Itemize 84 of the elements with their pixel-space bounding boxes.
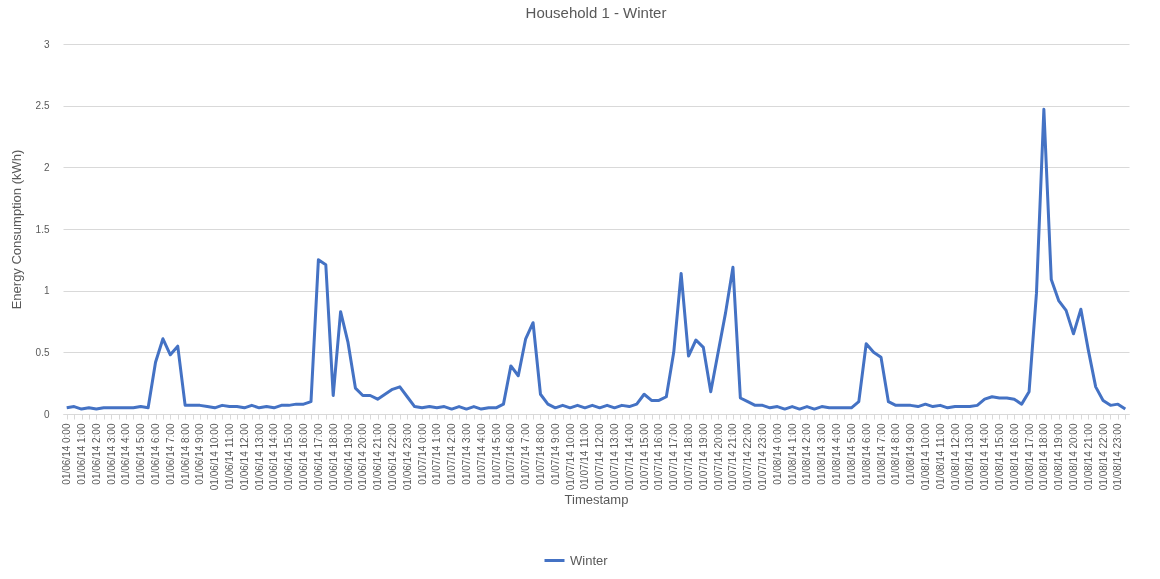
x-tick-label: 01/07/14 17:00 bbox=[668, 423, 680, 491]
x-tick-label: 01/06/14 23:00 bbox=[401, 423, 413, 491]
x-tick-label: 01/07/14 5:00 bbox=[490, 423, 502, 485]
x-tick-label: 01/07/14 2:00 bbox=[446, 423, 458, 485]
y-tick-label: 1 bbox=[43, 285, 50, 297]
x-tick-label: 01/07/14 19:00 bbox=[697, 423, 709, 491]
x-tick-label: 01/06/14 9:00 bbox=[194, 423, 206, 485]
x-tick-label: 01/08/14 6:00 bbox=[860, 423, 872, 485]
x-tick-label: 01/07/14 3:00 bbox=[460, 423, 472, 485]
x-tick-label: 01/07/14 15:00 bbox=[638, 423, 650, 491]
x-tick-label: 01/06/14 19:00 bbox=[342, 423, 354, 491]
x-tick-label: 01/08/14 7:00 bbox=[875, 423, 887, 485]
x-tick-label: 01/06/14 15:00 bbox=[283, 423, 295, 491]
x-tick-label: 01/06/14 16:00 bbox=[298, 423, 310, 491]
x-tick-label: 01/06/14 14:00 bbox=[268, 423, 280, 491]
legend-label: Winter bbox=[570, 552, 609, 568]
x-tick-label: 01/07/14 7:00 bbox=[520, 423, 532, 485]
x-tick-label: 01/07/14 10:00 bbox=[564, 423, 576, 491]
x-tick-label: 01/08/14 11:00 bbox=[934, 423, 946, 490]
x-tick-label: 01/07/14 1:00 bbox=[431, 423, 443, 485]
x-tick-label: 01/07/14 21:00 bbox=[727, 423, 739, 491]
x-tick-label: 01/07/14 22:00 bbox=[742, 423, 754, 491]
y-tick-label: 0 bbox=[43, 408, 50, 420]
x-tick-label: 01/06/14 1:00 bbox=[76, 423, 88, 485]
x-tick-label: 01/08/14 3:00 bbox=[816, 423, 828, 485]
x-tick-label: 01/06/14 7:00 bbox=[164, 423, 176, 485]
x-tick-label: 01/07/14 0:00 bbox=[416, 423, 428, 485]
x-tick-label: 01/07/14 11:00 bbox=[579, 423, 591, 490]
x-tick-label: 01/06/14 8:00 bbox=[179, 423, 191, 485]
x-tick-label: 01/08/14 22:00 bbox=[1097, 423, 1109, 491]
x-tick-label: 01/08/14 21:00 bbox=[1082, 423, 1094, 491]
x-tick-label: 01/06/14 6:00 bbox=[150, 423, 162, 485]
x-tick-label: 01/07/14 9:00 bbox=[549, 423, 561, 485]
x-tick-label: 01/07/14 20:00 bbox=[712, 423, 724, 491]
x-tick-label: 01/07/14 18:00 bbox=[683, 423, 695, 491]
x-tick-label: 01/08/14 4:00 bbox=[831, 423, 843, 485]
x-tick-label: 01/07/14 23:00 bbox=[757, 423, 769, 491]
x-tick-label: 01/08/14 8:00 bbox=[890, 423, 902, 485]
x-tick-label: 01/08/14 10:00 bbox=[919, 423, 931, 491]
x-tick-label: 01/08/14 17:00 bbox=[1023, 423, 1035, 491]
chart-title: Household 1 - Winter bbox=[525, 4, 667, 21]
x-tick-label: 01/08/14 18:00 bbox=[1038, 423, 1050, 491]
x-tick-label: 01/07/14 8:00 bbox=[534, 423, 546, 485]
x-tick-label: 01/08/14 2:00 bbox=[801, 423, 813, 485]
x-tick-label: 01/08/14 23:00 bbox=[1112, 423, 1124, 491]
x-tick-label: 01/06/14 4:00 bbox=[120, 423, 132, 485]
y-tick-label: 3 bbox=[43, 38, 50, 50]
x-tick-label: 01/07/14 4:00 bbox=[475, 423, 487, 485]
x-tick-label: 01/06/14 18:00 bbox=[327, 423, 339, 491]
x-tick-label: 01/07/14 16:00 bbox=[653, 423, 665, 491]
x-tick-label: 01/06/14 13:00 bbox=[253, 423, 265, 491]
x-tick-label: 01/08/14 14:00 bbox=[979, 423, 991, 491]
x-tick-label: 01/06/14 12:00 bbox=[238, 423, 250, 491]
x-tick-label: 01/06/14 3:00 bbox=[105, 423, 117, 485]
x-tick-label: 01/06/14 10:00 bbox=[209, 423, 221, 491]
y-axis-title: Energy Consumption (kWh) bbox=[8, 149, 24, 310]
x-tick-label: 01/06/14 17:00 bbox=[312, 423, 324, 491]
y-tick-label: 2.5 bbox=[35, 100, 50, 112]
x-tick-label: 01/08/14 1:00 bbox=[786, 423, 798, 485]
x-tick-label: 01/08/14 15:00 bbox=[993, 423, 1005, 491]
x-tick-label: 01/08/14 12:00 bbox=[949, 423, 961, 491]
x-tick-label: 01/06/14 20:00 bbox=[357, 423, 369, 491]
x-axis-title: Timestamp bbox=[564, 492, 629, 508]
x-tick-label: 01/06/14 22:00 bbox=[386, 423, 398, 491]
x-tick-label: 01/08/14 19:00 bbox=[1053, 423, 1065, 491]
x-tick-label: 01/06/14 21:00 bbox=[372, 423, 384, 491]
x-tick-label: 01/08/14 16:00 bbox=[1008, 423, 1020, 491]
x-tick-label: 01/07/14 13:00 bbox=[609, 423, 621, 491]
x-tick-label: 01/06/14 11:00 bbox=[224, 423, 236, 490]
y-tick-label: 2 bbox=[43, 161, 50, 173]
x-tick-label: 01/07/14 14:00 bbox=[623, 423, 635, 491]
x-tick-label: 01/08/14 0:00 bbox=[771, 423, 783, 485]
x-tick-label: 01/08/14 9:00 bbox=[905, 423, 917, 485]
x-tick-label: 01/08/14 5:00 bbox=[845, 423, 857, 485]
x-tick-label: 01/07/14 6:00 bbox=[505, 423, 517, 485]
x-tick-label: 01/08/14 13:00 bbox=[964, 423, 976, 491]
x-tick-label: 01/06/14 5:00 bbox=[135, 423, 147, 485]
line-series bbox=[65, 107, 1127, 411]
x-tick-label: 01/06/14 0:00 bbox=[61, 423, 73, 485]
x-tick-label: 01/07/14 12:00 bbox=[594, 423, 606, 491]
y-tick-label: 0.5 bbox=[35, 346, 50, 358]
y-tick-label: 1.5 bbox=[35, 223, 50, 235]
x-tick-label: 01/08/14 20:00 bbox=[1067, 423, 1079, 491]
x-tick-label: 01/06/14 2:00 bbox=[90, 423, 102, 485]
